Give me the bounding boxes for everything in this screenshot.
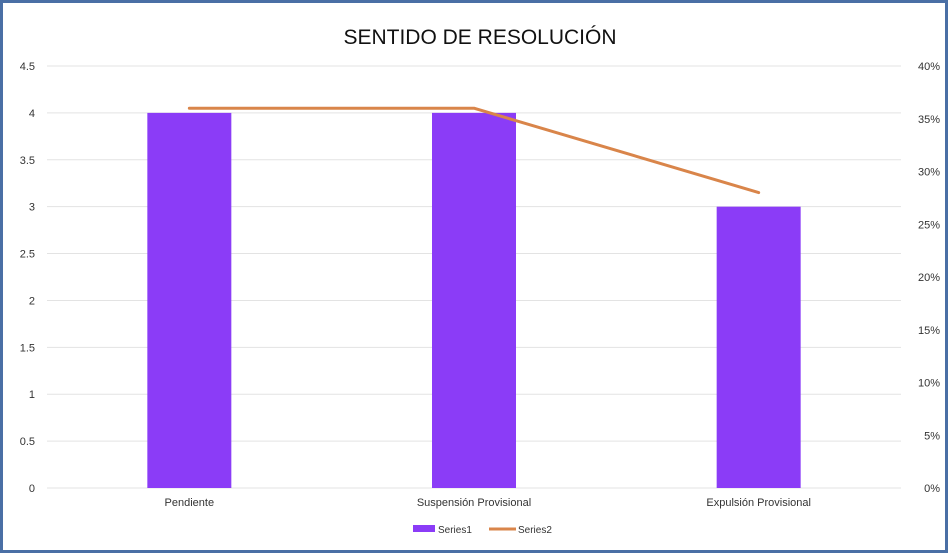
legend-item: Series1	[413, 525, 472, 536]
y-right-tick-label: 30%	[918, 167, 940, 179]
series-line	[187, 106, 761, 195]
bar-series	[147, 112, 801, 488]
line-series	[187, 106, 761, 195]
y-left-tick-label: 4.5	[20, 61, 35, 73]
right-axis: 0% 5% 10% 15% 20% 25% 30% 35% 40%	[918, 61, 940, 495]
category-axis: Pendiente Suspensión Provisional Expulsión…	[165, 497, 811, 509]
y-right-tick-label: 35%	[918, 114, 940, 126]
bar	[147, 112, 232, 488]
left-axis: 0 0.5 1 1.5 2 2.5 3 3.5 4 4.5	[20, 61, 35, 495]
y-left-tick-label: 0.5	[20, 436, 35, 448]
y-left-tick-label: 3.5	[20, 155, 35, 167]
y-left-tick-label: 2	[29, 295, 35, 307]
y-right-tick-label: 20%	[918, 272, 940, 284]
y-right-tick-label: 40%	[918, 61, 940, 73]
y-right-tick-label: 5%	[924, 430, 940, 442]
legend-label: Series1	[438, 525, 472, 536]
category-label: Suspensión Provisional	[417, 497, 531, 509]
y-left-tick-label: 2.5	[20, 249, 35, 261]
y-left-tick-label: 0	[29, 483, 35, 495]
y-left-tick-label: 1.5	[20, 342, 35, 354]
y-left-tick-label: 4	[29, 108, 35, 120]
legend-item: Series2	[489, 525, 552, 536]
chart-svg: SENTIDO DE RESOLUCIÓN 0 0.5 1 1.5 2 2.5 3 3.5 4 4…	[20, 26, 941, 536]
y-left-tick-label: 3	[29, 202, 35, 214]
category-label: Expulsión Provisional	[706, 497, 811, 509]
y-right-tick-label: 25%	[918, 219, 940, 231]
y-right-tick-label: 10%	[918, 378, 940, 390]
legend-label: Series2	[518, 525, 552, 536]
legend-swatch	[413, 525, 435, 532]
y-right-tick-label: 15%	[918, 325, 940, 337]
bar	[432, 112, 516, 488]
y-right-tick-label: 0%	[924, 483, 940, 495]
bar	[716, 206, 801, 488]
chart-title: SENTIDO DE RESOLUCIÓN	[343, 26, 616, 49]
category-label: Pendiente	[165, 497, 215, 509]
y-left-tick-label: 1	[29, 389, 35, 401]
legend: Series1 Series2	[413, 525, 552, 536]
